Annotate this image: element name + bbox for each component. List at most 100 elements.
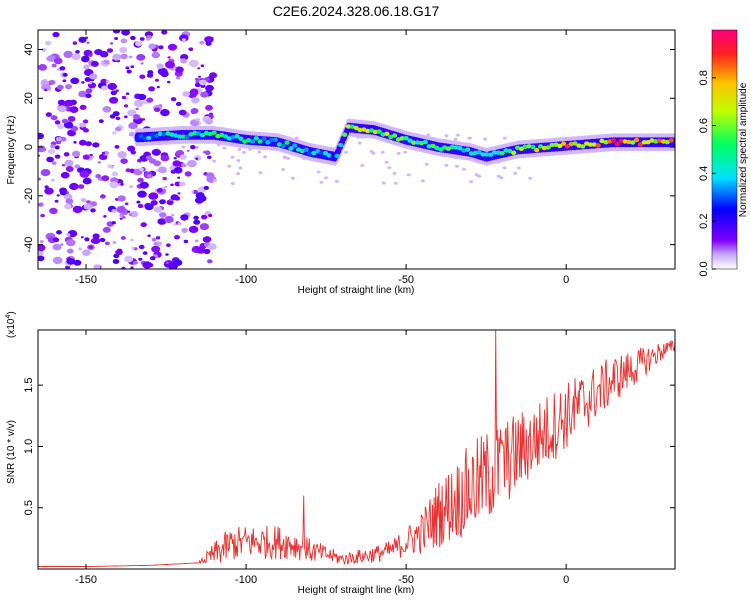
spectrogram-cell [195,146,199,149]
spectrogram-cell [365,128,371,134]
spectrogram-cell [204,36,214,44]
spectrogram-cell [93,264,101,269]
spectrogram-cell [203,150,207,154]
spectrogram-cell [120,182,124,186]
spectrogram-cell [138,257,143,261]
spectrogram-cell [453,137,458,141]
spectrogram-cell [50,115,58,121]
spectrogram-cell [57,105,67,113]
snr-frame [37,329,676,570]
spectrogram-cell [177,222,182,226]
spectrogram-cell [74,164,81,169]
spectrogram-cell [203,248,211,255]
spectrogram-cell [67,248,74,254]
spectrogram-cell [46,156,54,163]
spectrogram-cell [205,104,213,111]
spectrogram-cell [82,249,91,256]
spectrogram-cell [454,164,459,168]
spectrogram-cell [282,155,287,159]
spectrogram-cell [112,131,117,135]
spectrogram-cell [181,145,186,149]
spectrogram-cell [161,30,168,35]
spectrogram-cell [477,174,482,178]
spectrogram-cell [142,251,148,255]
spectrogram-cell [40,169,51,177]
spectrogram-cell [107,82,117,91]
spectrogram-cell [48,80,56,85]
spectrogram-cell [170,183,174,187]
spectrogram-cell [101,151,106,155]
spectrogram-cell [170,97,177,102]
spectrogram-cell [445,146,451,151]
spectrogram-cell [403,136,409,141]
spectrogram-cell [380,150,385,154]
spectrogram-cell [125,168,131,173]
snr-scale-base: (x10 [6,318,17,338]
chart-title: C2E6.2024.328.06.18.G17 [273,3,440,19]
spectrogram-cell [114,37,119,40]
spectrogram-cell [186,159,197,168]
spectrogram-cell [154,107,161,112]
spectrogram-cell [213,179,217,183]
spectrogram-cell [72,205,83,214]
spectrogram-cell [104,241,110,246]
spectrogram-cell [476,150,482,155]
spectrogram-cell [129,185,134,189]
spectrogram-cell [261,136,267,141]
spectrogram-cell [111,208,117,213]
spectrogram-cell [181,227,189,233]
spectrogram-cell [190,119,199,127]
spectrogram-cell [52,31,60,38]
spectrogram-cell [172,160,181,167]
spectrogram-cell [45,40,52,46]
spectrogram-cell [91,237,101,244]
spectrogram-cell [462,167,466,171]
spectrogram-cell [430,143,436,149]
spectrogram-cell [165,253,169,256]
colorbar-label: Normalized spectral amplitude [738,82,749,217]
spectrogram-cell [545,145,551,150]
y-tick-label: 1.5 [23,378,35,393]
spectrogram-cell [316,170,321,174]
spectrogram-cell [107,48,113,53]
spectrogram-cell [109,96,119,104]
spectrogram-cell [420,179,425,183]
y-tick-label: -20 [23,188,35,204]
spectrogram-cell [81,55,90,63]
spectrogram-cell [173,133,179,138]
spectrogram-cell [424,162,429,166]
spectrogram-cell [502,136,507,140]
spectrogram-cell [303,147,309,152]
spectrogram-cell [208,213,213,218]
spectrogram-cell [253,136,259,141]
spectrogram-cell [159,199,166,205]
spectrogram-cell [138,167,144,172]
spectrogram-cell [51,161,57,165]
spectrogram-cell [102,150,110,156]
spectrogram-cell [177,192,181,195]
spectrogram-cell [158,166,167,174]
snr-panel: -150 -100 -50 0 0.5 1.0 1.5 Height of straigh… [5,311,676,596]
spectrogram-cell [56,123,65,130]
spectrogram-cell [97,161,101,164]
spectrogram-cell [480,152,486,157]
spectrogram-cell [205,118,213,125]
spectrogram-cell [180,58,187,64]
colorbar-tick-label: 0.6 [698,118,710,133]
spectrogram-cell [140,62,144,65]
spectrogram-cell [164,185,168,188]
spectrogram-y-axis-label: Frequency (Hz) [6,116,17,185]
spectrogram-cell [109,181,119,189]
spectrogram-cell [46,87,51,91]
spectrogram-cell [572,141,578,146]
spectrogram-cell [194,239,199,243]
spectrogram-cell [181,38,186,42]
spectrogram-cell [65,166,74,172]
spectrogram-cell [110,165,115,169]
spectrogram-cell [200,64,205,67]
spectrogram-cell [246,138,252,143]
spectrogram-cell [468,151,474,156]
spectrogram-cell [668,138,674,143]
spectrogram-cell [61,118,69,124]
spectrogram-cell [193,215,199,220]
